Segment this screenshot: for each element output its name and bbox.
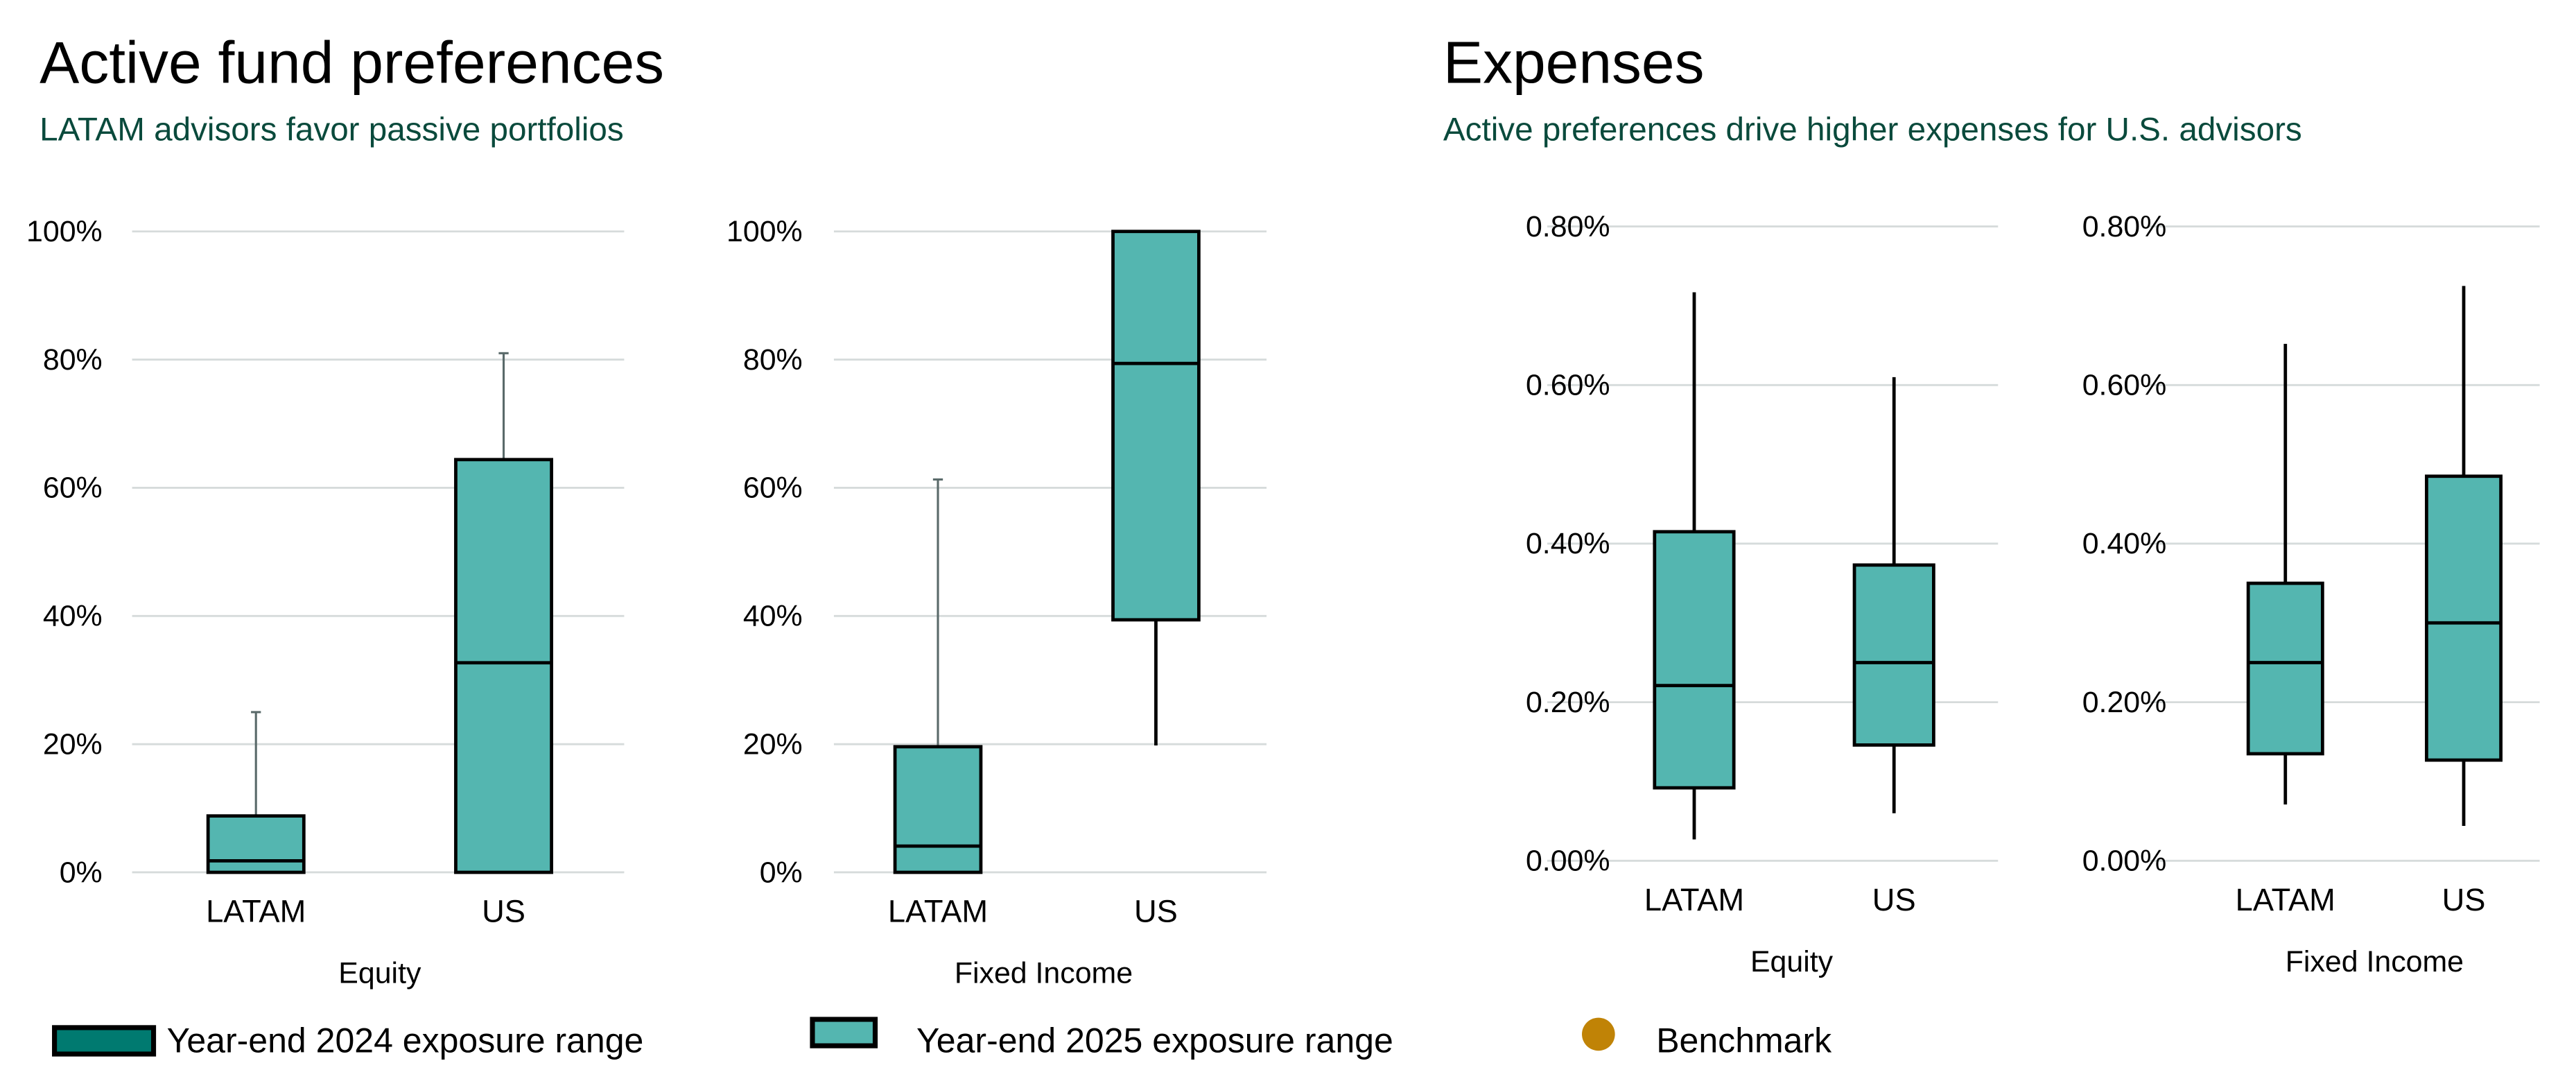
y-tick-label: 20% (43, 727, 103, 761)
left-title: Active fund preferences (40, 29, 664, 96)
legend-label-benchmark: Benchmark (1656, 1021, 1832, 1060)
chart-3: 0.00% 0.20% 0.40% 0.60% 0.80% LATAM US Equity (1526, 210, 1999, 978)
y-tick-label: 40% (743, 600, 803, 633)
legend-item-benchmark: Benchmark (1582, 1017, 1832, 1060)
x-axis-title: Equity (1750, 945, 1834, 978)
box-iqr (454, 458, 553, 874)
y-tick-label: 0.60% (2082, 369, 2167, 402)
box-latam (2246, 343, 2324, 805)
box-us (1852, 377, 1935, 813)
x-category-label: LATAM (2236, 882, 2335, 917)
x-category-label: LATAM (206, 893, 306, 929)
box-iqr (2425, 474, 2503, 762)
legend-label-2024: Year-end 2024 exposure range (167, 1021, 644, 1060)
box-iqr (1852, 563, 1935, 747)
y-tick-label: 20% (743, 727, 803, 761)
y-tick-label: 0.80% (1526, 210, 1610, 243)
x-category-label: US (1872, 882, 1916, 917)
x-axis-title: Equity (338, 957, 421, 990)
box-us (1111, 230, 1201, 745)
y-tick-label: 0.80% (2082, 210, 2167, 243)
left-subtitle: LATAM advisors favor passive portfolios (40, 112, 624, 148)
chart-1: 0% 20% 40% 60% 80% 100% LATAM US Equity (26, 215, 625, 990)
box-iqr (206, 814, 306, 874)
legend-swatch-2025 (810, 1017, 878, 1048)
right-title: Expenses (1443, 29, 1705, 96)
y-tick-label: 80% (43, 343, 103, 377)
legend-item-2025: Year-end 2025 exposure range (810, 1017, 1393, 1060)
legend-swatch-benchmark (1582, 1017, 1615, 1051)
legend: Year-end 2024 exposure range Year-end 20… (52, 1017, 1832, 1060)
y-tick-label: 0% (60, 856, 103, 889)
x-category-label: LATAM (888, 893, 988, 929)
box-iqr (1653, 530, 1736, 790)
legend-label-2025: Year-end 2025 exposure range (916, 1021, 1393, 1060)
y-tick-label: 100% (26, 215, 103, 248)
y-tick-label: 40% (43, 600, 103, 633)
y-tick-label: 60% (43, 472, 103, 505)
box-latam (893, 478, 983, 874)
x-axis-title: Fixed Income (955, 957, 1133, 990)
y-tick-label: 80% (743, 343, 803, 377)
box-iqr (2246, 581, 2324, 756)
y-tick-label: 0.60% (1526, 369, 1610, 402)
y-tick-label: 0.40% (2082, 527, 2167, 560)
box-latam (1653, 292, 1736, 840)
box-iqr (1111, 230, 1201, 622)
legend-swatch-2024 (52, 1025, 157, 1057)
y-tick-label: 0% (760, 856, 803, 889)
box-us (2425, 286, 2503, 827)
y-tick-label: 0.20% (1526, 686, 1610, 719)
charts: 0% 20% 40% 60% 80% 100% LATAM US Equity 0% 20% 40% 6… (26, 210, 2540, 990)
chart-4: 0.00% 0.20% 0.40% 0.60% 0.80% LATAM US Fixed In… (2082, 210, 2540, 978)
y-tick-label: 0.20% (2082, 686, 2167, 719)
box-us (454, 352, 553, 874)
y-tick-label: 100% (726, 215, 803, 248)
legend-item-2024: Year-end 2024 exposure range (52, 1021, 644, 1060)
box-iqr (893, 745, 983, 874)
x-axis-title: Fixed Income (2286, 945, 2464, 978)
box-latam (206, 711, 306, 874)
x-category-label: LATAM (1644, 882, 1744, 917)
x-category-label: US (2442, 882, 2486, 917)
x-category-label: US (1134, 893, 1178, 929)
right-subtitle: Active preferences drive higher expenses… (1443, 112, 2302, 148)
y-tick-label: 0.00% (1526, 845, 1610, 878)
y-tick-label: 60% (743, 472, 803, 505)
x-category-label: US (482, 893, 525, 929)
y-tick-label: 0.40% (1526, 527, 1610, 560)
y-tick-label: 0.00% (2082, 845, 2167, 878)
